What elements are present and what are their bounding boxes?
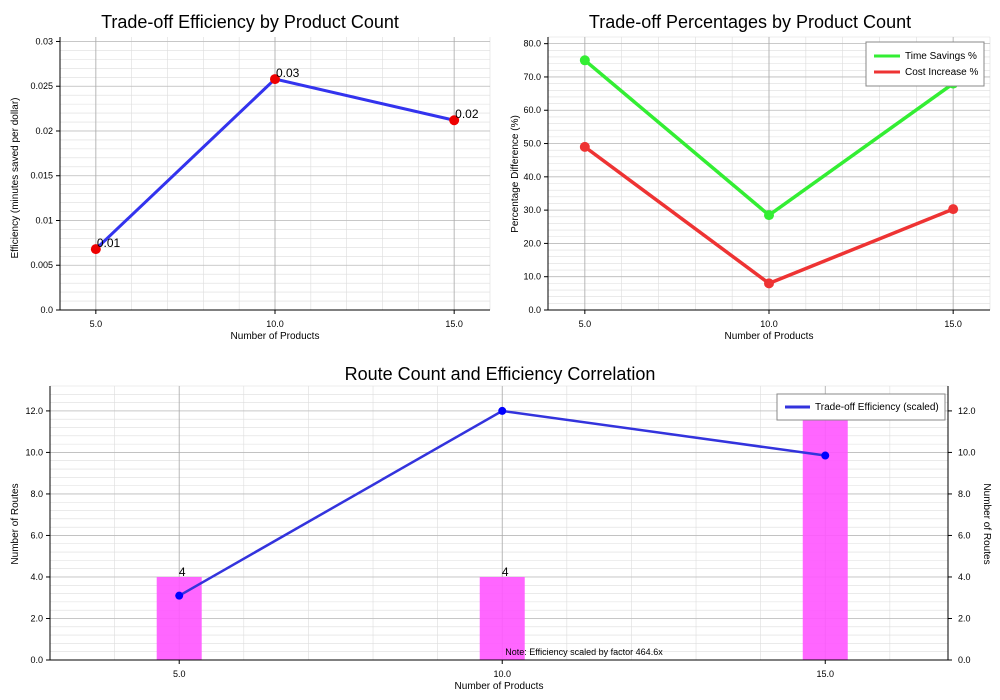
- cost-increase-point: [764, 278, 774, 289]
- chart2-title: Trade-off Percentages by Product Count: [589, 12, 911, 32]
- chart2-xtick-label: 5.0: [579, 319, 592, 329]
- chart1-title: Trade-off Efficiency by Product Count: [101, 12, 399, 32]
- chart2-ylabel: Percentage Difference (%): [510, 115, 521, 233]
- scaled-efficiency-point: [821, 451, 830, 460]
- efficiency-chart: Trade-off Efficiency by Product Count 0.…: [10, 12, 491, 342]
- chart1-ticks: 0.0 0.005 0.01 0.015 0.02 0.025 0.03 5.0 10.0 15.…: [30, 36, 490, 329]
- chart2-xtick-label: 15.0: [944, 319, 962, 329]
- percentages-chart: Trade-off Percentages by Product Count 0…: [510, 12, 991, 342]
- route-count-bar: [802, 410, 848, 660]
- chart2-xtick-label: 10.0: [760, 319, 778, 329]
- chart3-ytick-label: 6.0: [30, 530, 43, 540]
- chart1-ytick-label: 0.015: [30, 171, 53, 181]
- chart1-ytick-label: 0.03: [35, 36, 53, 46]
- chart2-ytick-label: 60.0: [523, 105, 541, 115]
- chart1-marks: 0.01 0.03 0.02: [90, 66, 479, 255]
- chart3-marks: [175, 406, 830, 600]
- chart2-ticks: 0.0 10.0 20.0 30.0 40.0 50.0 60.0 70.0 80.0 5.0 10…: [523, 37, 990, 329]
- scaled-efficiency-point: [175, 591, 184, 600]
- chart3-xtick-label: 10.0: [493, 669, 511, 679]
- time-savings-point: [579, 55, 590, 66]
- chart3-ytick-label-right: 8.0: [958, 489, 971, 499]
- chart3-xtick-label: 5.0: [173, 669, 186, 679]
- efficiency-data-label: 0.03: [276, 66, 300, 80]
- chart2-legend: Time Savings % Cost Increase %: [865, 41, 985, 87]
- cost-increase-point: [948, 204, 959, 215]
- chart3-note: Note: Efficiency scaled by factor 464.6x: [505, 647, 663, 657]
- efficiency-point: [449, 115, 460, 126]
- chart1-xtick-label: 15.0: [445, 319, 463, 329]
- chart3-ytick-label: 8.0: [30, 489, 43, 499]
- chart3-xlabel: Number of Products: [455, 681, 544, 692]
- route-count-bar: [156, 576, 202, 660]
- route-correlation-chart: Route Count and Efficiency Correlation 4…: [10, 364, 992, 692]
- chart2-ytick-label: 40.0: [523, 172, 541, 182]
- efficiency-point: [270, 74, 280, 85]
- efficiency-point: [90, 244, 101, 255]
- efficiency-data-label: 0.02: [455, 107, 479, 121]
- chart3-ytick-label-right: 2.0: [958, 613, 971, 623]
- chart1-xtick-label: 10.0: [266, 319, 284, 329]
- chart2-ytick-label: 50.0: [523, 139, 541, 149]
- chart3-ytick-label-right: 0.0: [958, 655, 971, 665]
- chart3-ytick-label: 4.0: [30, 572, 43, 582]
- cost-increase-point: [579, 141, 590, 152]
- chart3-ytick-label: 12.0: [25, 406, 43, 416]
- chart2-ytick-label: 20.0: [523, 238, 541, 248]
- efficiency-data-label: 0.01: [97, 236, 121, 250]
- chart3-ytick-label: 0.0: [30, 655, 43, 665]
- chart2-legend-box: [865, 41, 985, 87]
- scaled-efficiency-point: [498, 406, 507, 415]
- chart3-ticks: 0.0 0.0 2.0 2.0 4.0 4.0 6.0 6.0 8.0 8.0 10.0 10.0 12…: [25, 386, 976, 679]
- chart1-ylabel: Efficiency (minutes saved per dollar): [10, 98, 21, 259]
- chart2-ytick-label: 30.0: [523, 205, 541, 215]
- route-count-bar-label: 4: [502, 565, 509, 579]
- chart2-ytick-label: 10.0: [523, 272, 541, 282]
- chart1-ytick-label: 0.01: [35, 215, 53, 225]
- chart3-ylabel: Number of Routes: [10, 483, 21, 564]
- chart1-ytick-label: 0.025: [30, 81, 53, 91]
- route-count-bar: [479, 576, 525, 660]
- legend-label-efficiency: Trade-off Efficiency (scaled): [815, 402, 939, 413]
- chart3-legend: Trade-off Efficiency (scaled): [776, 393, 946, 421]
- chart3-ytick-label-right: 4.0: [958, 572, 971, 582]
- chart3-ytick-label: 2.0: [30, 613, 43, 623]
- chart3-ytick-label: 10.0: [25, 447, 43, 457]
- chart2-ytick-label: 80.0: [523, 39, 541, 49]
- chart1-ytick-label: 0.02: [35, 126, 53, 136]
- route-count-bar-label: 4: [179, 565, 186, 579]
- chart2-xlabel: Number of Products: [725, 331, 814, 342]
- chart3-ytick-label-right: 6.0: [958, 530, 971, 540]
- chart3-ylabel-right: Number of Routes: [981, 483, 992, 564]
- legend-label-cost-increase: Cost Increase %: [905, 67, 978, 78]
- chart3-xtick-label: 15.0: [816, 669, 834, 679]
- legend-label-time-savings: Time Savings %: [905, 51, 977, 62]
- chart1-ytick-label: 0.0: [40, 305, 53, 315]
- chart1-ytick-label: 0.005: [30, 260, 53, 270]
- chart2-ytick-label: 0.0: [528, 305, 541, 315]
- chart1-xlabel: Number of Products: [231, 331, 320, 342]
- chart2-ytick-label: 70.0: [523, 72, 541, 82]
- time-savings-point: [764, 210, 774, 221]
- chart1-xtick-label: 5.0: [90, 319, 103, 329]
- chart3-title: Route Count and Efficiency Correlation: [345, 364, 656, 384]
- chart3-ytick-label-right: 10.0: [958, 447, 976, 457]
- chart3-ytick-label-right: 12.0: [958, 406, 976, 416]
